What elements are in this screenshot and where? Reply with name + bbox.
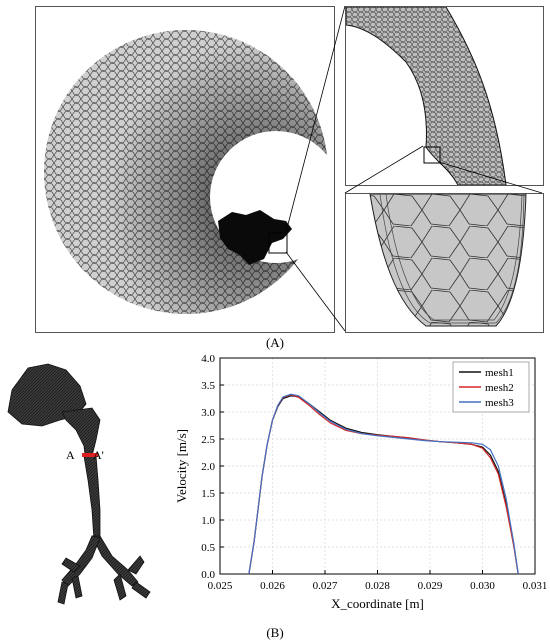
x-tick-label: 0.029 (418, 580, 443, 592)
airway-model: A A' (7, 363, 151, 605)
airway-wall-mesh (346, 7, 507, 185)
figure-label-a: (A) (265, 335, 285, 350)
y-tick-label: 0.5 (201, 542, 215, 554)
y-tick-label: 1.5 (201, 488, 215, 500)
y-tick-label: 4.0 (201, 353, 215, 365)
mesh-overview-panel (35, 6, 335, 333)
x-axis-label: X_coordinate [m] (331, 596, 424, 611)
x-tick-label: 0.026 (260, 580, 285, 592)
y-tick-label: 0.0 (201, 569, 215, 581)
section-label-a: A (66, 448, 75, 462)
x-tick-label: 0.025 (208, 580, 233, 592)
figure-label-b: (B) (266, 625, 284, 640)
legend-label-mesh3: mesh3 (485, 397, 514, 409)
zoom-lower-svg (369, 194, 527, 327)
zoom-region-box (268, 232, 288, 254)
fluid-domain-mesh (36, 7, 334, 332)
y-tick-label: 2.5 (201, 434, 215, 446)
axis-ticks: 0.025 0.026 0.027 0.028 0.029 0.030 0.031 0.0 0.… (201, 353, 547, 592)
y-tick-label: 1.0 (201, 515, 215, 527)
velocity-chart: 0.025 0.026 0.027 0.028 0.029 0.030 0.031 0.0 0.… (174, 353, 547, 611)
mesh-overview-svg (36, 7, 334, 332)
series-lines (248, 393, 519, 575)
zoom-panel-upper (345, 6, 544, 186)
section-label-a-prime: A' (93, 448, 104, 462)
x-tick-label: 0.027 (313, 580, 338, 592)
legend-label-mesh1: mesh1 (485, 367, 514, 379)
x-tick-label: 0.031 (523, 580, 548, 592)
y-tick-label: 3.0 (201, 407, 215, 419)
legend-label-mesh2: mesh2 (485, 382, 514, 394)
y-axis-label: Velocity [m/s] (174, 429, 189, 503)
chart-legend: mesh1 mesh2 mesh3 (452, 361, 530, 413)
zoom-region-box-small (423, 146, 441, 164)
y-tick-label: 3.5 (201, 380, 215, 392)
airway-cross-section (218, 210, 292, 265)
x-tick-label: 0.030 (470, 580, 495, 592)
series-line-mesh3 (248, 393, 519, 575)
y-tick-label: 2.0 (201, 461, 215, 473)
airway-geometry (7, 363, 151, 605)
boundary-layer-mesh (369, 194, 527, 327)
zoom-panel-lower (345, 193, 544, 333)
x-tick-label: 0.028 (365, 580, 390, 592)
zoom-upper-svg (346, 7, 507, 185)
